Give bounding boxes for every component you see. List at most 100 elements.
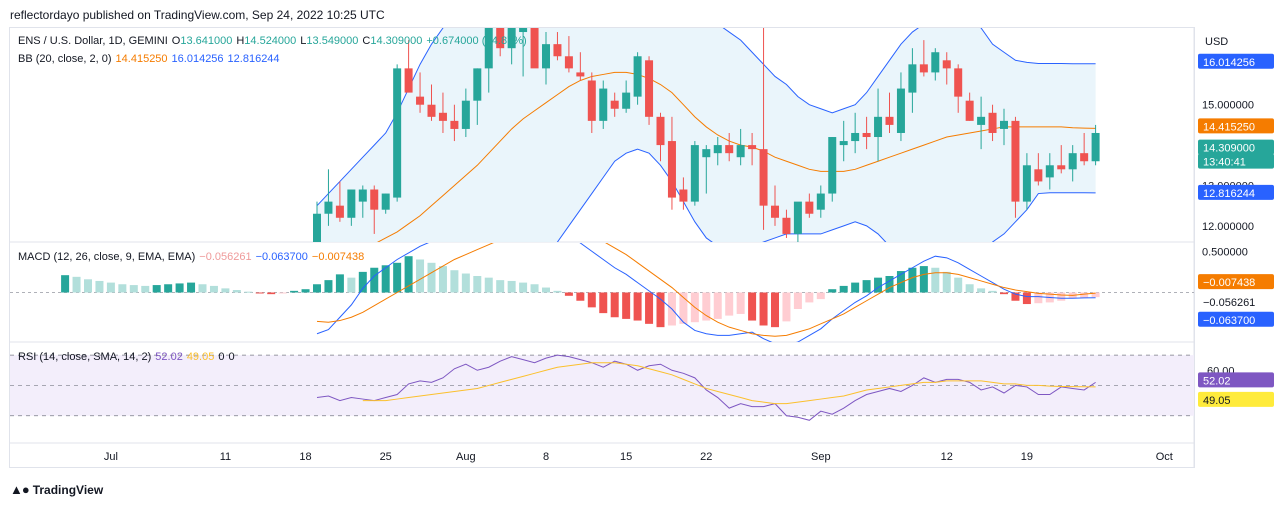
candle-body — [874, 116, 883, 138]
candle-body — [599, 88, 608, 121]
macd-histogram-bar — [828, 289, 837, 293]
candle-body — [771, 205, 779, 218]
macd-histogram-bar — [72, 276, 81, 293]
macd-histogram-bar — [610, 292, 619, 318]
macd-histogram-bar — [1080, 292, 1089, 298]
macd-histogram-bar — [908, 267, 917, 293]
candle — [656, 112, 665, 162]
candle-body — [553, 44, 562, 57]
macd-histogram-bar — [255, 292, 264, 294]
bb-label[interactable]: BB (20, close, 2, 0) — [18, 53, 112, 65]
macd-histogram-bar — [564, 292, 573, 296]
time-axis-tick: 8 — [543, 451, 549, 463]
candle — [370, 185, 379, 234]
candle — [771, 185, 779, 226]
bb-lower-line — [556, 148, 1096, 242]
candle-body — [347, 189, 356, 218]
candle-body — [416, 96, 425, 105]
candle-body — [1091, 132, 1100, 162]
candle — [416, 72, 425, 113]
macd-histogram-bar — [725, 292, 734, 316]
candle-body — [507, 28, 516, 49]
candle — [954, 64, 963, 113]
candle-body — [782, 217, 791, 234]
bb-basis-tag-text: 14.415250 — [1203, 121, 1255, 133]
candle — [622, 80, 631, 113]
macd-histogram-bar — [645, 292, 654, 324]
bb-upper-tag: 16.014256 — [1198, 53, 1274, 69]
candle — [427, 84, 436, 121]
candle-body — [988, 112, 997, 133]
candle-body — [1080, 153, 1089, 162]
macd-histogram-bar — [1011, 292, 1020, 301]
macd-histogram-bar — [759, 292, 768, 326]
candle-body — [851, 132, 860, 142]
macd-histogram-bar — [416, 259, 425, 293]
candle-body — [633, 56, 642, 97]
macd-line — [316, 243, 1096, 342]
candle — [977, 96, 986, 150]
candle — [1022, 153, 1031, 210]
candle-body — [1022, 165, 1031, 202]
candle-body — [702, 149, 711, 158]
candle — [347, 189, 356, 226]
candle — [381, 193, 390, 214]
change-value: +0.674000 (+4.87%) — [426, 35, 527, 47]
rsi-ma-tag-bg — [1198, 391, 1274, 407]
macd-histogram-bar — [347, 277, 356, 293]
macd-histogram-bar — [381, 265, 390, 293]
candle — [1000, 108, 1008, 146]
candle — [1011, 116, 1020, 218]
candle-body — [713, 145, 722, 154]
macd-histogram-bar — [198, 284, 207, 293]
low-label: L — [300, 35, 307, 47]
candle-body — [965, 100, 974, 121]
candle — [1057, 145, 1066, 174]
macd-histogram-bar — [542, 287, 550, 293]
symbol-label[interactable]: ENS / U.S. Dollar, 1D, GEMINI — [18, 35, 168, 47]
time-axis-tick: 22 — [700, 451, 712, 463]
close-price-tag: 14.309000 — [1198, 139, 1274, 155]
candle — [438, 92, 447, 133]
candle — [1091, 124, 1100, 166]
candle-body — [484, 28, 493, 69]
bb-basis-line — [376, 71, 1096, 242]
rsi-extra-2: 0 — [228, 351, 235, 363]
price-pane — [313, 28, 1100, 242]
open-value: 13.641000 — [180, 35, 233, 47]
candle — [1080, 132, 1089, 166]
macd-histogram-bar — [209, 285, 218, 293]
rsi-label[interactable]: RSI (14, close, SMA, 14, 2) — [18, 351, 152, 363]
rsi-line — [316, 354, 1096, 421]
candle-body — [908, 64, 917, 93]
macd-histogram-bar — [736, 292, 745, 314]
candle — [828, 137, 837, 202]
candle-body — [942, 60, 951, 69]
time-axis-tick: 12 — [941, 451, 953, 463]
candle-body — [450, 120, 459, 129]
macd-histogram-bar — [175, 283, 184, 293]
candle-body — [931, 52, 940, 73]
candle — [690, 141, 699, 206]
macd-histogram-bar — [232, 290, 241, 293]
macd-label[interactable]: MACD (12, 26, close, 9, EMA, EMA) — [18, 251, 196, 263]
candle-body — [1057, 165, 1066, 170]
macd-histogram-bar — [816, 292, 825, 300]
candle-body — [679, 189, 688, 202]
candle — [1068, 145, 1077, 182]
candle — [748, 132, 757, 166]
main-legend: ENS / U.S. Dollar, 1D, GEMINI O13.641000 H… — [18, 35, 531, 47]
macd-histogram-bar — [187, 282, 196, 293]
tradingview-logo[interactable]: ▲● TradingView — [10, 482, 103, 497]
candle — [759, 28, 768, 230]
high-label: H — [236, 35, 245, 47]
macd-histogram-bar — [713, 292, 722, 319]
open-label: O — [171, 35, 181, 47]
candle-body — [324, 201, 333, 214]
rsi-pane — [10, 354, 1194, 421]
tradingview-logo-icon: ▲● — [10, 482, 30, 497]
bb-lower-tag: 12.816244 — [1198, 184, 1274, 200]
candle — [713, 137, 722, 166]
bb-basis-value: 14.415250 — [115, 53, 168, 65]
